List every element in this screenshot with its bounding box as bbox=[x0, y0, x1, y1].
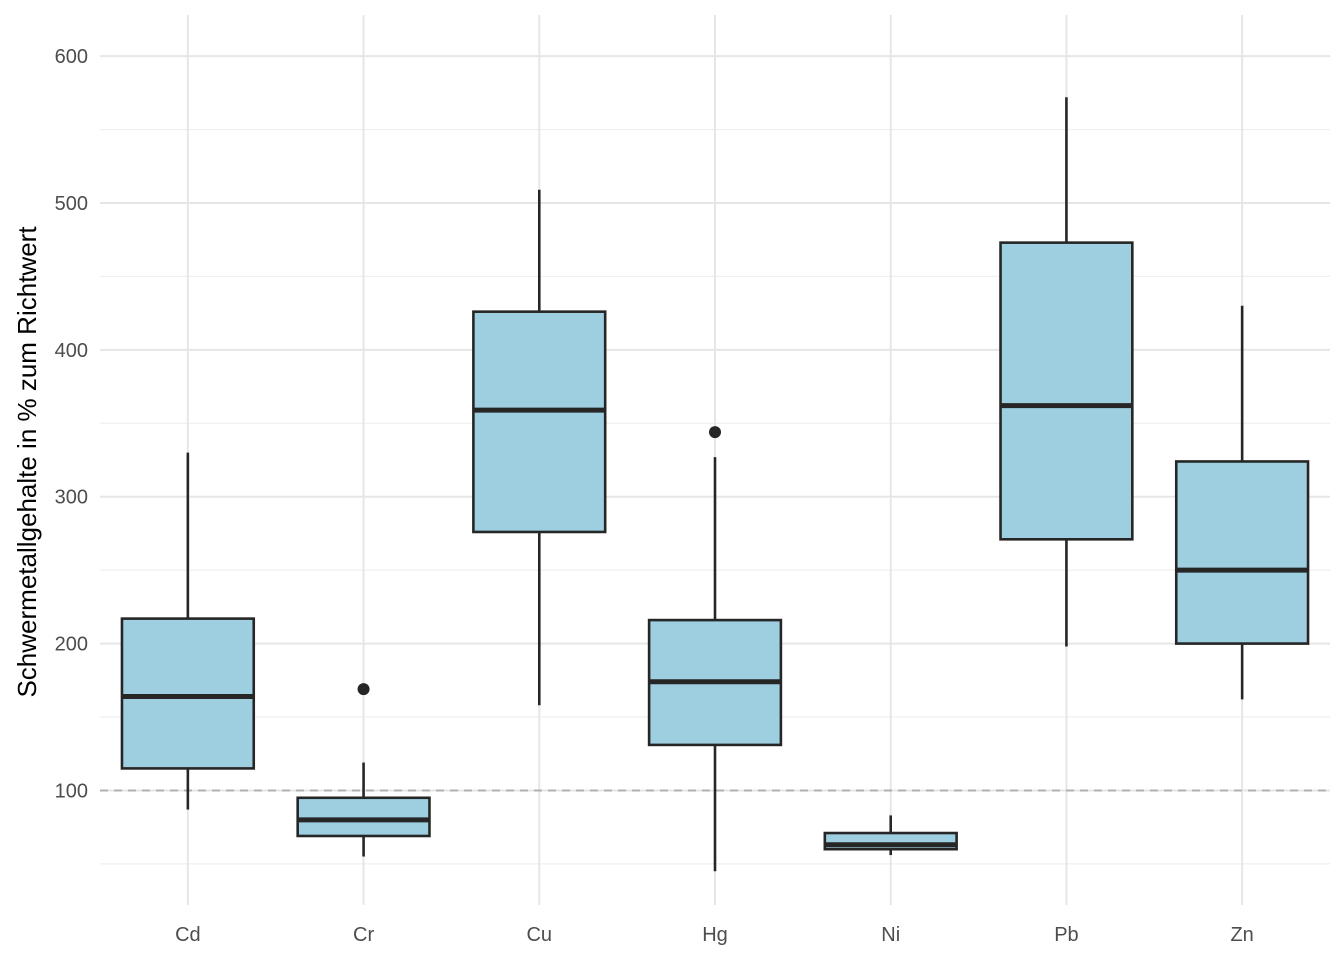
y-axis-title: Schwermetallgehalte in % zum Richtwert bbox=[12, 226, 42, 698]
box-group-cd bbox=[120, 452, 256, 810]
x-tick-label-cu: Cu bbox=[526, 924, 552, 946]
y-tick-label-500: 500 bbox=[55, 193, 88, 215]
x-tick-label-ni: Ni bbox=[881, 924, 900, 946]
y-axis-ticks: 100 200 300 400 500 600 bbox=[55, 46, 88, 802]
y-tick-label-100: 100 bbox=[55, 780, 88, 802]
y-tick-label-600: 600 bbox=[55, 46, 88, 68]
y-tick-label-400: 400 bbox=[55, 340, 88, 362]
x-tick-label-hg: Hg bbox=[702, 924, 728, 946]
x-tick-label-pb: Pb bbox=[1054, 924, 1078, 946]
box-cr bbox=[296, 796, 431, 838]
x-tick-label-cr: Cr bbox=[353, 924, 374, 946]
box-group-cr bbox=[296, 683, 431, 857]
box-group-ni bbox=[823, 815, 958, 856]
box-group-hg bbox=[647, 426, 783, 872]
outlier-cr bbox=[357, 683, 370, 696]
box-zn bbox=[1174, 460, 1310, 645]
x-axis-ticks: Cd Cr Cu Hg Ni Pb Zn bbox=[175, 924, 1254, 946]
box-group-zn bbox=[1174, 305, 1310, 700]
outlier-hg bbox=[709, 426, 721, 439]
x-tick-label-cd: Cd bbox=[175, 924, 201, 946]
y-tick-label-300: 300 bbox=[55, 487, 88, 509]
box-cd bbox=[120, 617, 256, 770]
y-tick-label-200: 200 bbox=[55, 634, 88, 656]
boxes bbox=[120, 97, 1310, 872]
x-tick-label-zn: Zn bbox=[1230, 924, 1253, 946]
box-cu bbox=[472, 310, 607, 534]
box-group-pb bbox=[999, 97, 1134, 647]
box-pb bbox=[999, 241, 1134, 541]
box-group-cu bbox=[472, 189, 607, 706]
